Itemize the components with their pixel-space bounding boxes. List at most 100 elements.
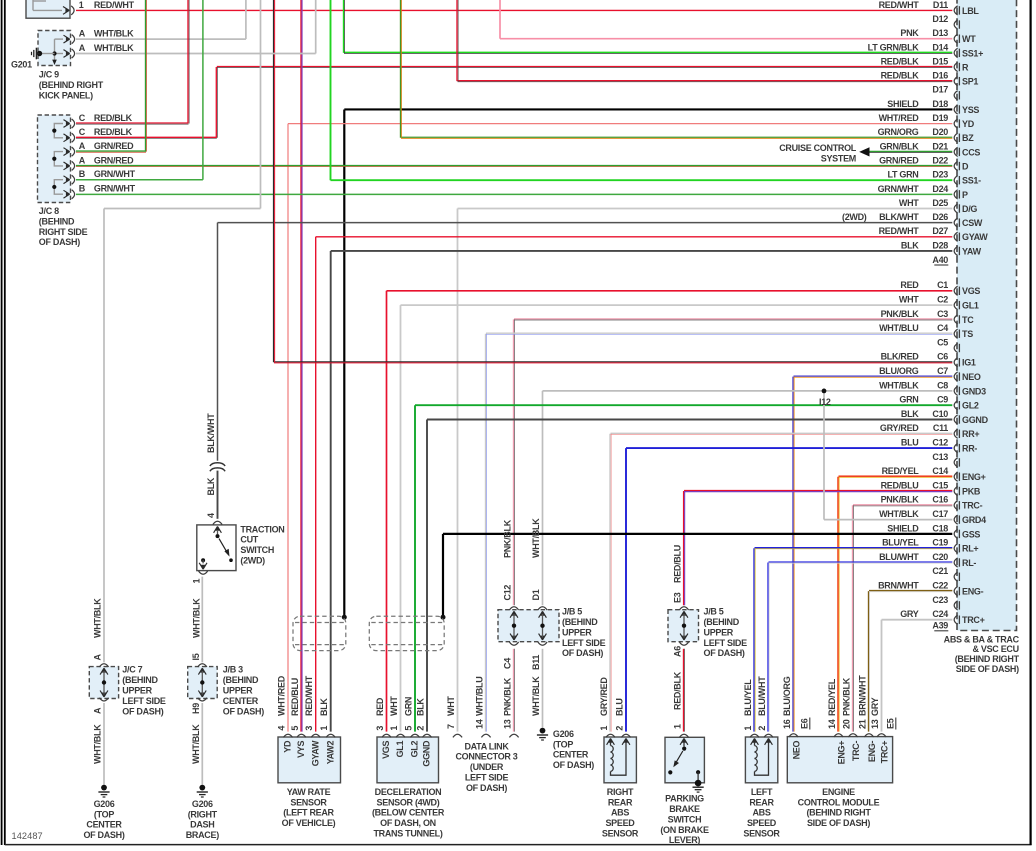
svg-text:GL2: GL2	[962, 401, 979, 411]
svg-text:C13: C13	[932, 452, 948, 462]
svg-text:2: 2	[416, 726, 426, 731]
svg-text:(BEHIND RIGHT: (BEHIND RIGHT	[955, 654, 1020, 664]
svg-text:4: 4	[277, 726, 287, 731]
svg-text:OF DASH): OF DASH)	[223, 706, 264, 716]
svg-text:WT: WT	[962, 34, 976, 44]
svg-text:4: 4	[206, 513, 216, 518]
svg-text:REAR: REAR	[608, 797, 633, 807]
svg-text:DECELERATION: DECELERATION	[375, 787, 442, 797]
svg-text:BLU/YEL: BLU/YEL	[743, 679, 753, 716]
svg-text:PARKING: PARKING	[665, 794, 704, 804]
svg-text:D22: D22	[932, 155, 948, 165]
svg-text:& VSC ECU: & VSC ECU	[972, 644, 1018, 654]
svg-text:D23: D23	[932, 170, 948, 180]
svg-text:TC: TC	[962, 315, 974, 325]
svg-text:OF VEHICLE): OF VEHICLE)	[282, 818, 336, 828]
svg-text:BLU/WHT: BLU/WHT	[879, 552, 919, 562]
svg-text:D20: D20	[932, 127, 948, 137]
svg-text:BLU: BLU	[901, 438, 919, 448]
svg-text:RED: RED	[900, 280, 919, 290]
svg-text:SIDE OF DASH): SIDE OF DASH)	[956, 664, 1019, 674]
svg-text:WHT: WHT	[899, 295, 919, 305]
svg-text:PNK/BLK: PNK/BLK	[881, 495, 920, 505]
svg-text:D26: D26	[932, 212, 948, 222]
svg-text:D18: D18	[932, 99, 948, 109]
svg-text:BLK/WHT: BLK/WHT	[206, 413, 216, 453]
svg-text:RED/YEL: RED/YEL	[827, 678, 837, 716]
svg-text:D12: D12	[932, 14, 948, 24]
svg-text:142487: 142487	[12, 831, 43, 841]
svg-text:YD: YD	[283, 740, 293, 753]
svg-text:5: 5	[404, 726, 414, 731]
svg-text:(LEFT REAR: (LEFT REAR	[283, 808, 334, 818]
svg-text:RED/YEL: RED/YEL	[882, 466, 920, 476]
svg-text:UPPER: UPPER	[562, 627, 592, 637]
svg-text:C4: C4	[937, 323, 948, 333]
svg-text:DASH: DASH	[190, 820, 214, 830]
svg-text:UPPER: UPPER	[122, 686, 152, 696]
svg-text:1: 1	[599, 726, 609, 731]
svg-text:A: A	[79, 43, 86, 53]
svg-text:C24: C24	[932, 609, 948, 619]
svg-text:E3: E3	[673, 592, 683, 603]
svg-text:BRAKE: BRAKE	[669, 804, 700, 814]
svg-text:PNK/BLK: PNK/BLK	[503, 677, 513, 716]
svg-text:A: A	[93, 707, 103, 714]
svg-text:WHT/BLK: WHT/BLK	[93, 598, 103, 638]
svg-text:CONNECTOR 3: CONNECTOR 3	[455, 752, 517, 762]
svg-text:OF DASH, ON: OF DASH, ON	[380, 818, 436, 828]
svg-text:KICK PANEL): KICK PANEL)	[39, 90, 93, 100]
svg-text:GYAW: GYAW	[962, 232, 988, 242]
svg-text:SS1-: SS1-	[962, 176, 981, 186]
svg-text:WHT: WHT	[446, 696, 456, 716]
svg-text:WHT/BLK: WHT/BLK	[879, 509, 919, 519]
svg-text:TRC-: TRC-	[962, 501, 983, 511]
svg-text:CCS: CCS	[962, 147, 980, 157]
svg-text:1: 1	[673, 724, 683, 729]
svg-text:WHT/BLK: WHT/BLK	[192, 598, 202, 638]
svg-text:RIGHT SIDE: RIGHT SIDE	[39, 227, 88, 237]
svg-text:C2: C2	[937, 295, 948, 305]
svg-text:PNK/BLK: PNK/BLK	[881, 309, 920, 319]
svg-text:BLK: BLK	[319, 698, 329, 716]
svg-text:OF DASH): OF DASH)	[83, 830, 124, 840]
svg-text:C20: C20	[932, 552, 948, 562]
svg-text:(BEHIND RIGHT: (BEHIND RIGHT	[806, 808, 871, 818]
svg-text:ABS & BA & TRAC: ABS & BA & TRAC	[944, 634, 1020, 644]
svg-text:BLU: BLU	[615, 698, 625, 716]
svg-text:LEFT SIDE: LEFT SIDE	[465, 773, 509, 783]
svg-text:16: 16	[782, 719, 792, 729]
svg-text:J/B 3: J/B 3	[223, 665, 243, 675]
svg-text:LEVER): LEVER)	[669, 835, 701, 845]
svg-text:(RIGHT: (RIGHT	[188, 809, 218, 819]
svg-text:C5: C5	[937, 337, 948, 347]
svg-text:C17: C17	[932, 509, 948, 519]
svg-text:RED/BLU: RED/BLU	[673, 545, 683, 583]
svg-text:CSW: CSW	[962, 218, 983, 228]
svg-text:3: 3	[375, 726, 385, 731]
svg-text:21: 21	[858, 719, 868, 729]
svg-text:R: R	[962, 62, 969, 72]
svg-text:D/G: D/G	[962, 204, 977, 214]
svg-text:C1: C1	[937, 280, 948, 290]
svg-text:GRN/WHT: GRN/WHT	[94, 169, 136, 179]
svg-text:J/C 9: J/C 9	[39, 70, 59, 80]
svg-text:(TOP: (TOP	[553, 739, 573, 749]
svg-text:SP1: SP1	[962, 77, 978, 87]
svg-text:ABS: ABS	[752, 808, 770, 818]
svg-text:1: 1	[743, 726, 753, 731]
svg-text:BLK/RED: BLK/RED	[881, 352, 920, 362]
svg-text:TS: TS	[962, 329, 973, 339]
svg-text:C7: C7	[937, 366, 948, 376]
svg-text:C4: C4	[503, 658, 513, 669]
svg-text:RED/WHT: RED/WHT	[879, 0, 920, 10]
svg-text:GRN/BLK: GRN/BLK	[880, 141, 920, 151]
svg-text:RED/WHT: RED/WHT	[879, 226, 920, 236]
svg-text:GRD4: GRD4	[962, 515, 986, 525]
svg-text:RR-: RR-	[962, 444, 977, 454]
svg-text:7: 7	[446, 724, 456, 729]
svg-text:UPPER: UPPER	[704, 627, 734, 637]
svg-text:13: 13	[503, 719, 513, 729]
svg-text:C18: C18	[932, 523, 948, 533]
svg-text:C14: C14	[932, 466, 948, 476]
